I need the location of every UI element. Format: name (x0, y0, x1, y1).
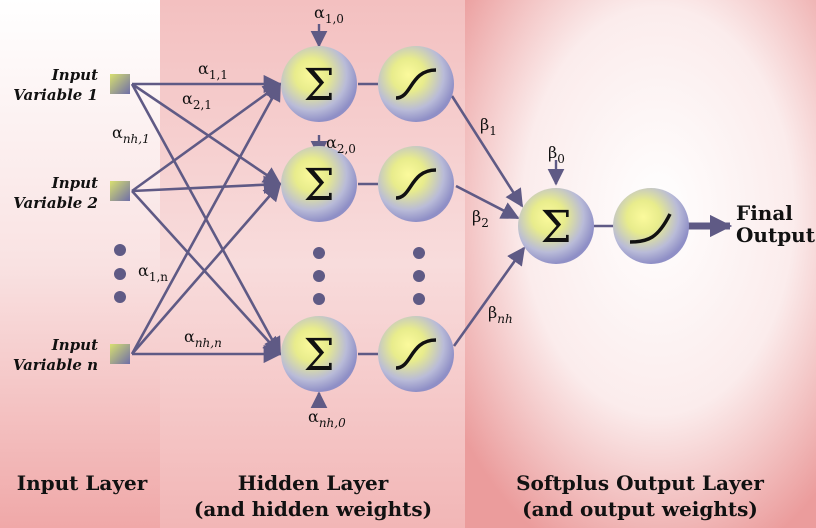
hidden-sum-node-2: Σ (281, 146, 357, 222)
sigmoid-icon (395, 68, 437, 100)
sum-symbol: Σ (303, 330, 334, 381)
input-layer-title: Input Layer (17, 471, 148, 495)
input-hidden-connections (130, 74, 282, 364)
input-1-line2: Variable 1 (13, 86, 98, 104)
output-layer-title: Softplus Output Layer (516, 471, 764, 495)
input-n-line1: Input (51, 336, 98, 354)
sum-symbol: Σ (303, 160, 334, 211)
output-layer-subtitle: (and output weights) (522, 497, 758, 521)
weight-alpha-2-1: α2,1 (182, 89, 212, 112)
weight-alpha-1-1: α1,1 (198, 59, 228, 82)
weight-beta-1: β1 (480, 115, 497, 138)
sum-activation-connectors (358, 82, 614, 356)
hidden-activation-ellipsis (413, 247, 425, 305)
input-ellipsis (114, 244, 126, 303)
weight-beta-nh: βnh (488, 303, 513, 326)
input-1-line1: Input (51, 66, 98, 84)
hidden-activation-node-nh (378, 316, 454, 392)
sigmoid-icon (395, 338, 437, 370)
weight-beta-0: β0 (548, 143, 565, 166)
weight-alpha-1-0: α1,0 (314, 3, 344, 26)
hidden-sum-ellipsis (313, 247, 325, 305)
final-output-line1: Final (736, 201, 793, 225)
weight-alpha-2-0: α2,0 (326, 133, 356, 156)
output-layer-band (465, 0, 816, 528)
hidden-sum-node-1: Σ (281, 46, 357, 122)
weight-beta-2: β2 (472, 207, 489, 230)
input-2-line2: Variable 2 (13, 194, 98, 212)
weight-alpha-nh-1: αnh,1 (112, 123, 150, 146)
input-node-n (110, 344, 130, 364)
hidden-layer-subtitle: (and hidden weights) (194, 497, 432, 521)
sigmoid-icon (395, 168, 437, 200)
weight-alpha-nh-0: αnh,0 (308, 407, 346, 430)
input-2-line1: Input (51, 174, 98, 192)
sum-symbol: Σ (540, 202, 571, 253)
hidden-activation-node-1 (378, 46, 454, 122)
hidden-layer-title: Hidden Layer (238, 471, 389, 495)
input-n-line2: Variable n (13, 356, 98, 374)
weight-alpha-1-n: α1,n (138, 261, 168, 284)
weight-alpha-nh-n: αnh,n (184, 327, 222, 350)
input-node-2 (110, 181, 130, 201)
input-node-1 (110, 74, 130, 94)
sum-symbol: Σ (303, 60, 334, 111)
hidden-output-connections (450, 95, 526, 347)
output-softplus-node (613, 188, 689, 264)
hidden-sum-node-nh: Σ (281, 316, 357, 392)
softplus-icon (629, 213, 672, 244)
hidden-activation-node-2 (378, 146, 454, 222)
final-output-line2: Output (736, 223, 816, 247)
output-sum-node: Σ (518, 188, 594, 264)
